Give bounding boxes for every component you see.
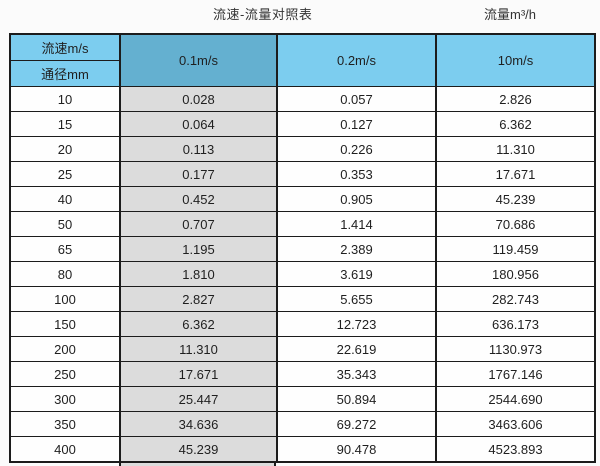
- table-row: 50 0.707 1.414 70.686: [9, 211, 596, 237]
- diameter-cell: 200: [9, 336, 121, 362]
- flow-value-cell: 11.310: [435, 136, 596, 162]
- flow-value-cell: 3.619: [276, 261, 437, 287]
- flow-value-cell: 0.452: [119, 186, 278, 212]
- flow-value-cell: 17.671: [119, 361, 278, 387]
- diameter-cell: 65: [9, 236, 121, 262]
- flow-value-cell: 2.826: [435, 86, 596, 112]
- diameter-cell: 50: [9, 211, 121, 237]
- flow-value-cell: 180.956: [435, 261, 596, 287]
- header-col-10ms: 10m/s: [435, 33, 596, 87]
- flow-value-cell: 1.195: [119, 236, 278, 262]
- flow-value-cell: 11.310: [119, 336, 278, 362]
- flow-value-cell: 5.655: [276, 286, 437, 312]
- flow-value-cell: 0.226: [276, 136, 437, 162]
- flow-value-cell: 17.671: [435, 161, 596, 187]
- flow-value-cell: 6.362: [435, 111, 596, 137]
- diameter-cell: 10: [9, 86, 121, 112]
- diameter-cell: 40: [9, 186, 121, 212]
- table-row: 100 2.827 5.655 282.743: [9, 286, 596, 312]
- flow-value-cell: 0.028: [119, 86, 278, 112]
- flow-value-cell: 282.743: [435, 286, 596, 312]
- table-header: 流速m/s 0.1m/s 0.2m/s 10m/s 通径mm: [9, 33, 596, 87]
- table-row: 250 17.671 35.343 1767.146: [9, 361, 596, 387]
- flow-value-cell: 0.113: [119, 136, 278, 162]
- header-col-0-2ms: 0.2m/s: [276, 33, 437, 87]
- header-diameter-label: 通径mm: [9, 60, 121, 87]
- diameter-cell: 300: [9, 386, 121, 412]
- flow-value-cell: 1130.973: [435, 336, 596, 362]
- flow-value-cell: 0.353: [276, 161, 437, 187]
- flow-value-cell: 0.707: [119, 211, 278, 237]
- header-flow-velocity-label: 流速m/s: [9, 33, 121, 61]
- diameter-cell: 250: [9, 361, 121, 387]
- flow-value-cell: 34.636: [119, 411, 278, 437]
- flow-value-cell: 35.343: [276, 361, 437, 387]
- flow-value-cell: 12.723: [276, 311, 437, 337]
- table-row: 150 6.362 12.723 636.173: [9, 311, 596, 337]
- diameter-cell: 100: [9, 286, 121, 312]
- flow-value-cell: 90.478: [276, 436, 437, 463]
- table-row: 25 0.177 0.353 17.671: [9, 161, 596, 187]
- flow-value-cell: 45.239: [435, 186, 596, 212]
- flow-value-cell: 0.905: [276, 186, 437, 212]
- table-row: 40 0.452 0.905 45.239: [9, 186, 596, 212]
- flow-value-cell: 25.447: [119, 386, 278, 412]
- table-row: 10 0.028 0.057 2.826: [9, 86, 596, 112]
- flow-value-cell: 0.127: [276, 111, 437, 137]
- flow-value-cell: 1767.146: [435, 361, 596, 387]
- table-row: 300 25.447 50.894 2544.690: [9, 386, 596, 412]
- flow-value-cell: 3463.606: [435, 411, 596, 437]
- flow-value-cell: 0.057: [276, 86, 437, 112]
- table-row: 20 0.113 0.226 11.310: [9, 136, 596, 162]
- flow-value-cell: 0.177: [119, 161, 278, 187]
- flow-unit-label: 流量m³/h: [484, 7, 537, 22]
- highlight-column-stub: [119, 461, 276, 466]
- diameter-cell: 400: [9, 436, 121, 463]
- flow-value-cell: 2.389: [276, 236, 437, 262]
- table-row: 200 11.310 22.619 1130.973: [9, 336, 596, 362]
- flow-value-cell: 70.686: [435, 211, 596, 237]
- flow-value-cell: 119.459: [435, 236, 596, 262]
- flow-value-cell: 22.619: [276, 336, 437, 362]
- flow-value-cell: 50.894: [276, 386, 437, 412]
- flow-value-cell: 6.362: [119, 311, 278, 337]
- flow-value-cell: 2544.690: [435, 386, 596, 412]
- flow-rate-table: 流速m/s 0.1m/s 0.2m/s 10m/s 通径mm 10 0.028 0.…: [9, 33, 596, 463]
- diameter-cell: 80: [9, 261, 121, 287]
- flow-value-cell: 0.064: [119, 111, 278, 137]
- table-row: 400 45.239 90.478 4523.893: [9, 436, 596, 463]
- flow-value-cell: 69.272: [276, 411, 437, 437]
- diameter-cell: 350: [9, 411, 121, 437]
- table-row: 65 1.195 2.389 119.459: [9, 236, 596, 262]
- table-title: 流速-流量对照表: [213, 7, 313, 22]
- flow-value-cell: 636.173: [435, 311, 596, 337]
- table-row: 350 34.636 69.272 3463.606: [9, 411, 596, 437]
- diameter-cell: 15: [9, 111, 121, 137]
- flow-value-cell: 2.827: [119, 286, 278, 312]
- flow-value-cell: 1.414: [276, 211, 437, 237]
- diameter-cell: 150: [9, 311, 121, 337]
- table-body: 10 0.028 0.057 2.826 15 0.064 0.127 6.362 20 0.11…: [9, 86, 596, 463]
- flow-value-cell: 4523.893: [435, 436, 596, 463]
- header-col-0-1ms: 0.1m/s: [119, 33, 278, 87]
- flow-value-cell: 1.810: [119, 261, 278, 287]
- table-row: 15 0.064 0.127 6.362: [9, 111, 596, 137]
- diameter-cell: 20: [9, 136, 121, 162]
- table-row: 80 1.810 3.619 180.956: [9, 261, 596, 287]
- flow-value-cell: 45.239: [119, 436, 278, 463]
- diameter-cell: 25: [9, 161, 121, 187]
